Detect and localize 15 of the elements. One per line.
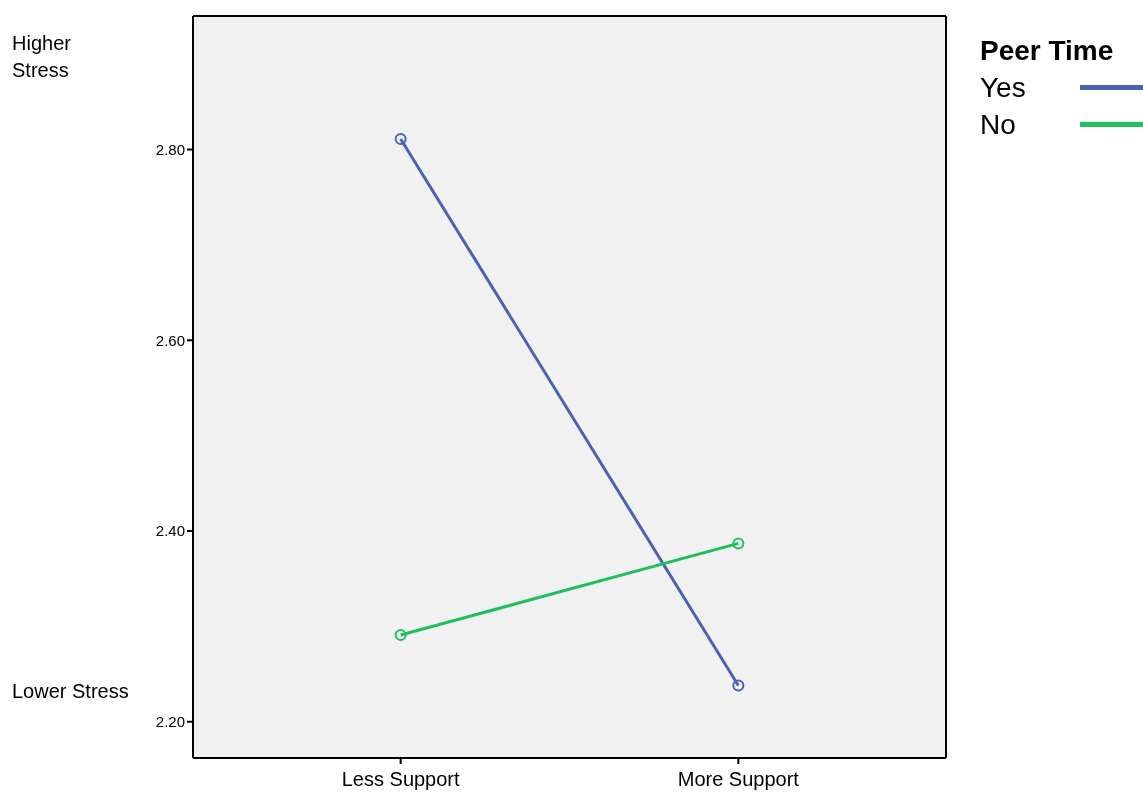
legend-label: No <box>980 108 1017 142</box>
legend-label: Yes <box>980 71 1027 105</box>
point <box>732 679 745 692</box>
legend-title: Peer Time <box>980 34 1115 68</box>
point <box>394 133 407 146</box>
text: Lower Stress <box>12 679 130 704</box>
y-tick-label: 2.80 <box>155 140 185 158</box>
x-tick-label: Less Support <box>341 768 461 791</box>
text: Higher Stress <box>12 31 72 83</box>
y-tick-label: 2.20 <box>155 713 185 731</box>
y-tick-label: 2.60 <box>155 331 185 349</box>
x-tick-label: More Support <box>677 768 800 791</box>
point <box>732 537 745 550</box>
point <box>394 628 407 641</box>
y-tick-label: 2.40 <box>155 522 185 540</box>
